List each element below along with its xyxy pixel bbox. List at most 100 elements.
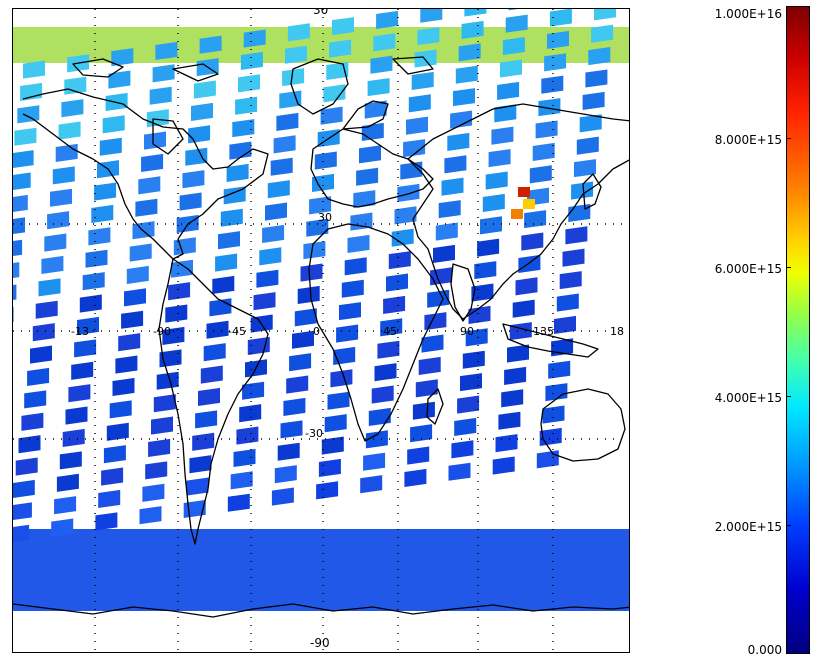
swath-segment [44,234,66,252]
swath-segment [543,405,565,423]
swath-segment [406,117,428,135]
swath-segment [23,61,45,79]
swath-segment [104,445,126,463]
swath-segment [430,267,452,285]
swath-segment [238,74,260,92]
swath-segment [236,427,258,445]
swath-segment [333,347,355,365]
colorbar-tick [786,138,791,139]
swath-segment [496,434,518,452]
swath-segment [328,392,350,410]
colorbar-tick [786,396,791,397]
swath-segment [497,82,519,100]
swath-segment [13,195,28,213]
swath-segment [491,127,513,145]
swath-segment [209,298,231,316]
swath-segment [536,120,558,138]
swath-segment [24,390,46,408]
swath-segment [180,192,202,210]
swath-segment [39,278,61,296]
swath-segment [449,463,471,481]
swath-segment [234,449,256,467]
swath-segment [332,17,354,35]
swath-segment [565,226,587,244]
swath-segment [272,488,294,506]
swath-segment [124,288,146,306]
swath-segment [397,184,419,202]
swath-segment [330,369,352,387]
swath-segment [13,285,16,303]
swath-segment [53,166,75,184]
colorbar [786,6,810,654]
swath-segment [207,321,229,339]
swath-segment [191,103,213,121]
swath-segment [244,29,266,47]
swath-segment [235,97,257,115]
swath-segment [323,84,345,102]
swath-segment [537,450,559,468]
swath-segment [417,27,439,45]
swath-segment [281,420,303,438]
swath-segment [262,225,284,243]
swath-segment [415,49,437,67]
swath-segment [200,36,222,54]
swath-segment [154,394,176,412]
lon-label-7: 18 [610,326,624,337]
swath-segment [416,379,438,397]
swath-segment [509,9,531,10]
swath-segment [187,478,209,496]
swath-segment [63,429,85,447]
lat-label-30: 30 [318,212,332,223]
swath-segment [155,42,177,60]
swath-segment [142,484,164,502]
swath-segment [404,469,426,487]
swath-segment [13,262,19,280]
swath-segment [298,286,320,304]
swath-segment [376,11,398,29]
swath-segment [375,363,397,381]
swath-segment [91,205,113,223]
swath-segment [148,439,170,457]
swath-segment [541,76,563,94]
swath-segment [288,23,310,41]
swath-segment [521,232,543,250]
swath-segment [107,423,129,441]
swath-segment [50,189,72,207]
swath-segment [68,384,90,402]
swath-segment [504,367,526,385]
swath-segment [80,295,102,313]
swath-segment [27,368,49,386]
colorbar-label-4e15: 4.000E+15 [715,392,782,404]
swath-segment [420,9,442,23]
swath-segment [141,154,163,172]
swath-segment [239,404,261,422]
swath-segment [372,385,394,403]
swath-segment [460,373,482,391]
swath-segment [493,456,515,474]
swath-segment [486,171,508,189]
swath-segment [503,37,525,55]
swath-segment [168,282,190,300]
swath-segment [133,221,155,239]
swath-segment [278,443,300,461]
swath-segment [412,72,434,90]
swath-segment [138,176,160,194]
hotspot-segment [518,187,530,197]
swath-segment [457,395,479,413]
swath-segment [321,107,343,125]
swath-segment [563,249,585,267]
lon-label-0: -13 [71,326,89,337]
swath-segment [480,216,502,234]
swath-segment [316,481,338,499]
swath-segment [289,353,311,371]
swath-segment [583,92,605,110]
swath-segment [94,183,116,201]
swath-segment [16,458,38,476]
swath-segment [83,272,105,290]
swath-segment [295,308,317,326]
swath-segment [140,506,162,524]
swath-segment [530,165,552,183]
swath-segment [110,400,132,418]
swath-segment [560,271,582,289]
swath-segment [265,202,287,220]
